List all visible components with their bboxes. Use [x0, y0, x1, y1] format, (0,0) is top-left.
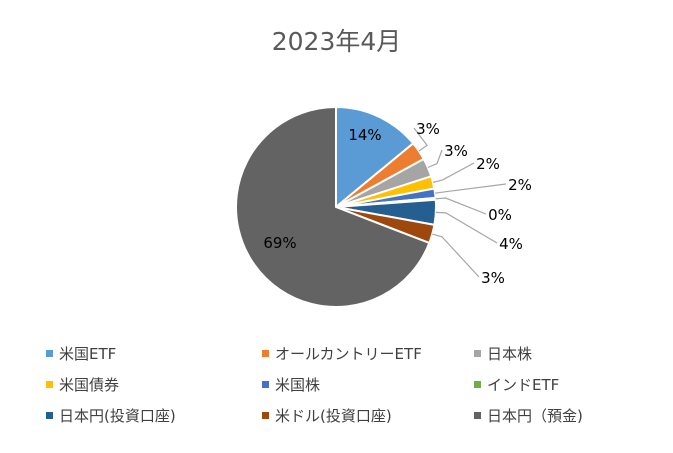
pie-slice [235, 105, 431, 308]
data-label: 4% [499, 235, 523, 253]
leader-line [435, 211, 498, 244]
data-label: 2% [476, 155, 500, 173]
leader-line [432, 233, 480, 278]
leader-line [413, 127, 428, 152]
chart-title: 2023年4月 [271, 27, 402, 56]
data-label: 69% [263, 234, 296, 252]
data-label: 3% [481, 269, 505, 287]
data-label: 3% [416, 120, 440, 138]
data-label: 3% [444, 142, 468, 160]
leader-line [427, 149, 443, 169]
data-label: 14% [348, 126, 381, 144]
data-label: 0% [488, 206, 512, 224]
data-label: 2% [508, 176, 532, 194]
leader-line [434, 183, 507, 194]
leader-line [432, 162, 475, 183]
leader-line [435, 197, 487, 215]
pie-slice [335, 105, 415, 210]
